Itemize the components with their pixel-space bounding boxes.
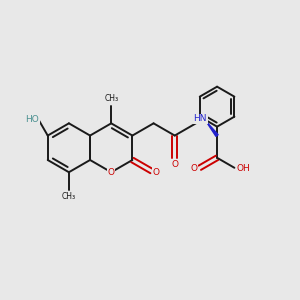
Text: CH₃: CH₃ bbox=[62, 192, 76, 201]
Text: O: O bbox=[108, 168, 115, 177]
Text: O: O bbox=[191, 164, 198, 173]
Text: HO: HO bbox=[25, 115, 39, 124]
Text: CH₃: CH₃ bbox=[104, 94, 118, 103]
Text: O: O bbox=[153, 168, 160, 177]
Text: OH: OH bbox=[236, 164, 250, 173]
Text: O: O bbox=[171, 160, 178, 169]
Polygon shape bbox=[206, 121, 218, 136]
Text: HN: HN bbox=[194, 114, 207, 123]
